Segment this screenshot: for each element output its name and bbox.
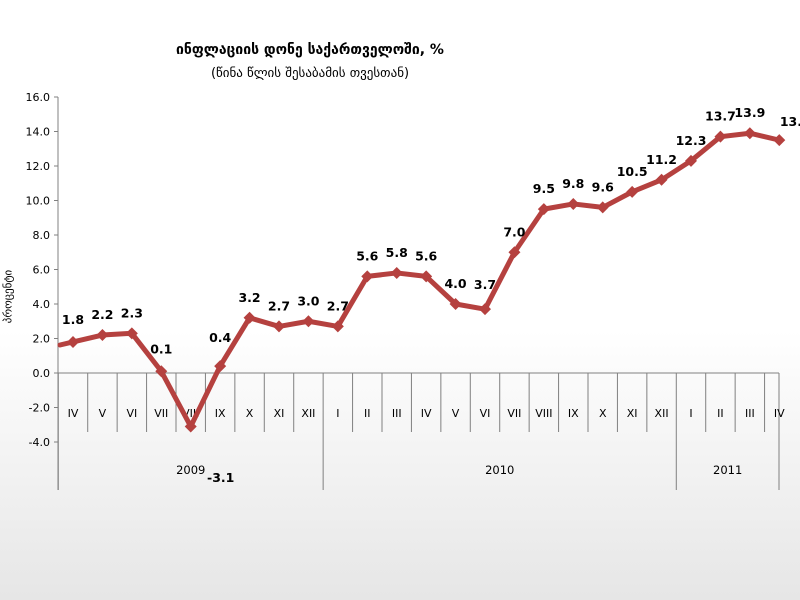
x-tick-label: XI xyxy=(627,407,638,420)
data-label: 3.0 xyxy=(297,293,319,308)
x-tick-label: I xyxy=(336,407,339,420)
x-tick-label: VII xyxy=(154,407,168,420)
year-label: 2009 xyxy=(176,463,205,477)
x-tick-label: IV xyxy=(774,407,785,420)
data-label: 9.8 xyxy=(562,176,584,191)
data-label: 5.8 xyxy=(386,245,408,260)
data-point-marker xyxy=(184,420,197,433)
data-label: 4.0 xyxy=(444,276,466,291)
x-tick-label: VI xyxy=(480,407,491,420)
x-tick-label: IV xyxy=(68,407,79,420)
data-point-marker xyxy=(596,201,609,214)
y-tick-label: -2.0 xyxy=(29,402,50,415)
data-point-marker xyxy=(537,203,550,216)
data-point-marker xyxy=(508,246,521,259)
x-tick-label: X xyxy=(599,407,607,420)
data-label: 3.7 xyxy=(474,277,496,292)
data-point-marker xyxy=(302,315,315,328)
x-tick-label: VII xyxy=(507,407,521,420)
data-label: 5.6 xyxy=(415,248,437,263)
y-tick-label: 2.0 xyxy=(33,333,51,346)
x-tick-label: III xyxy=(745,407,755,420)
data-point-marker xyxy=(273,320,285,333)
data-point-marker xyxy=(96,329,109,342)
data-label: 2.7 xyxy=(268,298,290,313)
data-point-marker xyxy=(214,360,227,373)
x-tick-label: XII xyxy=(301,407,315,420)
data-label: 2.7 xyxy=(327,298,349,313)
x-tick-label: III xyxy=(392,407,402,420)
series-line xyxy=(57,130,782,429)
data-point-marker xyxy=(685,154,697,167)
x-tick-label: IV xyxy=(421,407,432,420)
chart-title: ინფლაციის დონე საქართველოში, % xyxy=(176,42,444,58)
data-point-marker xyxy=(479,303,491,316)
x-tick-label: V xyxy=(99,407,107,420)
data-label: 13.5 xyxy=(780,114,800,129)
data-label: 9.5 xyxy=(533,181,555,196)
data-point-marker xyxy=(155,365,168,378)
data-label: 5.6 xyxy=(356,248,378,263)
data-label: 0.1 xyxy=(150,341,172,356)
data-label: 12.3 xyxy=(676,133,707,148)
x-tick-label: XII xyxy=(655,407,669,420)
data-point-marker xyxy=(390,266,403,279)
y-tick-label: 16.0 xyxy=(26,91,51,104)
y-tick-label: 12.0 xyxy=(26,160,51,173)
x-tick-label: I xyxy=(689,407,692,420)
x-tick-label: X xyxy=(246,407,254,420)
data-point-marker xyxy=(243,311,256,324)
y-tick-label: 14.0 xyxy=(26,126,51,139)
data-point-marker xyxy=(449,298,462,310)
data-label: 3.2 xyxy=(238,290,260,305)
data-point-marker xyxy=(773,134,786,147)
data-label: 7.0 xyxy=(503,224,525,239)
data-label: 13.7 xyxy=(705,109,736,124)
data-point-marker xyxy=(331,320,344,333)
data-point-marker xyxy=(125,327,138,340)
x-tick-label: VIII xyxy=(535,407,552,420)
x-tick-label: IX xyxy=(568,407,579,420)
chart-subtitle: (წინა წლის შესაბამის თვესთან) xyxy=(210,66,410,81)
data-point-marker xyxy=(67,335,79,348)
y-tick-label: 8.0 xyxy=(33,229,51,242)
data-point-marker xyxy=(626,185,639,198)
x-tick-label: VI xyxy=(126,407,137,420)
data-label: 0.4 xyxy=(209,330,231,345)
x-tick-label: IX xyxy=(215,407,226,420)
y-tick-label: 0.0 xyxy=(33,367,51,380)
y-tick-label: 10.0 xyxy=(26,195,51,208)
data-point-marker xyxy=(655,173,668,186)
x-tick-label: XI xyxy=(274,407,285,420)
data-point-marker xyxy=(567,197,580,210)
x-tick-label: II xyxy=(717,407,724,420)
data-label: 10.5 xyxy=(617,164,648,179)
y-tick-label: 4.0 xyxy=(33,298,51,311)
data-label: 11.2 xyxy=(646,152,677,167)
x-tick-label: V xyxy=(452,407,460,420)
data-point-marker xyxy=(420,270,433,283)
data-point-marker xyxy=(361,270,374,283)
data-point-marker xyxy=(714,130,727,143)
x-tick-label: II xyxy=(364,407,371,420)
y-tick-label: 6.0 xyxy=(33,264,51,277)
data-label: 2.2 xyxy=(91,307,113,322)
data-label: 13.9 xyxy=(734,105,765,120)
y-tick-label: -4.0 xyxy=(29,436,50,449)
year-label: 2011 xyxy=(713,463,742,477)
data-label: 9.6 xyxy=(592,179,614,194)
year-label: 2010 xyxy=(485,463,514,477)
data-label: 2.3 xyxy=(121,305,143,320)
data-label: 1.8 xyxy=(62,312,84,327)
data-point-marker xyxy=(743,127,756,140)
data-label: -3.1 xyxy=(207,470,234,485)
